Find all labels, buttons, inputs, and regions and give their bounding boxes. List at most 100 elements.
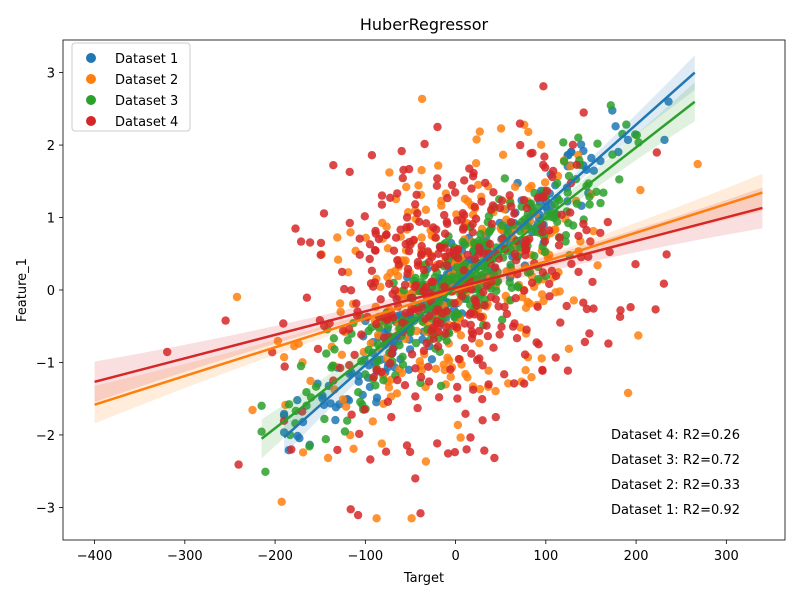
point-dataset-3	[379, 376, 388, 385]
x-tick-label: 200	[624, 549, 649, 564]
point-dataset-4	[413, 403, 422, 413]
point-dataset-2	[306, 376, 315, 386]
point-dataset-1	[611, 122, 620, 131]
point-dataset-4	[443, 193, 452, 203]
point-dataset-4	[511, 294, 520, 303]
point-dataset-3	[615, 175, 624, 184]
point-dataset-2	[333, 233, 342, 242]
point-dataset-4	[510, 319, 519, 328]
point-dataset-4	[385, 279, 394, 288]
point-dataset-4	[429, 334, 438, 343]
point-dataset-4	[424, 362, 433, 371]
point-dataset-2	[414, 181, 423, 190]
y-tick-label: 3	[47, 67, 55, 82]
point-dataset-2	[475, 384, 485, 394]
y-tick-label: −2	[36, 429, 55, 444]
point-dataset-4	[603, 217, 612, 227]
point-dataset-2	[569, 296, 578, 305]
point-dataset-2	[525, 299, 534, 308]
point-dataset-4	[425, 311, 434, 321]
point-dataset-4	[371, 246, 380, 255]
point-dataset-3	[454, 310, 463, 319]
point-dataset-4	[336, 363, 345, 373]
point-dataset-4	[484, 380, 493, 389]
point-dataset-2	[475, 127, 484, 136]
point-dataset-2	[443, 353, 452, 362]
point-dataset-2	[346, 228, 355, 237]
y-tick-label: −3	[36, 501, 55, 516]
point-dataset-4	[519, 195, 529, 205]
point-dataset-2	[498, 150, 508, 159]
point-dataset-4	[411, 392, 420, 401]
point-dataset-2	[463, 197, 473, 206]
point-dataset-4	[460, 343, 470, 353]
point-dataset-4	[424, 377, 434, 386]
point-dataset-4	[316, 250, 325, 260]
point-dataset-2	[693, 159, 702, 169]
point-dataset-3	[574, 133, 583, 142]
point-dataset-4	[556, 318, 565, 327]
point-dataset-4	[490, 453, 499, 463]
point-dataset-3	[458, 237, 467, 247]
point-dataset-2	[537, 354, 546, 363]
point-dataset-4	[539, 82, 548, 91]
legend: Dataset 1 Dataset 2 Dataset 3 Dataset 4	[71, 42, 191, 132]
point-dataset-2	[527, 373, 536, 382]
point-dataset-4	[474, 243, 484, 252]
point-dataset-2	[524, 184, 534, 193]
point-dataset-1	[660, 135, 669, 145]
point-dataset-4	[376, 295, 385, 304]
point-dataset-2	[377, 439, 386, 448]
point-dataset-4	[389, 246, 399, 255]
point-dataset-4	[422, 338, 431, 348]
point-dataset-4	[346, 505, 355, 514]
point-dataset-2	[385, 168, 394, 177]
point-dataset-4	[401, 308, 410, 318]
point-dataset-2	[504, 379, 513, 388]
point-dataset-4	[440, 229, 450, 238]
point-dataset-4	[588, 277, 597, 287]
point-dataset-4	[419, 265, 429, 275]
point-dataset-4	[457, 292, 467, 301]
point-dataset-4	[402, 213, 412, 222]
legend-label-dataset-3: Dataset 3	[115, 94, 178, 109]
point-dataset-4	[491, 263, 500, 272]
point-dataset-4	[333, 445, 342, 455]
point-dataset-4	[371, 226, 380, 236]
point-dataset-3	[384, 322, 393, 331]
point-dataset-2	[555, 287, 564, 296]
point-dataset-2	[366, 339, 375, 348]
point-dataset-4	[365, 254, 374, 264]
point-dataset-2	[636, 185, 645, 195]
point-dataset-4	[557, 210, 566, 219]
point-dataset-3	[398, 352, 407, 361]
point-dataset-4	[522, 203, 531, 213]
point-dataset-3	[563, 188, 572, 197]
point-dataset-3	[452, 263, 461, 272]
point-dataset-4	[538, 227, 547, 237]
point-dataset-4	[551, 353, 560, 362]
point-dataset-4	[396, 225, 405, 234]
point-dataset-3	[506, 260, 515, 269]
point-dataset-3	[320, 414, 329, 424]
legend-label-dataset-2: Dataset 2	[115, 73, 178, 88]
point-dataset-4	[355, 429, 364, 439]
point-dataset-4	[465, 310, 474, 319]
point-dataset-4	[520, 286, 529, 295]
point-dataset-4	[567, 259, 576, 269]
point-dataset-4	[337, 267, 347, 277]
point-dataset-4	[450, 448, 460, 457]
point-dataset-3	[507, 283, 516, 292]
x-tick-label: 100	[533, 549, 558, 564]
point-dataset-2	[342, 402, 351, 411]
point-dataset-3	[568, 221, 578, 230]
point-dataset-1	[589, 166, 598, 175]
point-dataset-3	[608, 150, 617, 159]
point-dataset-4	[554, 241, 564, 250]
point-dataset-2	[407, 514, 416, 523]
point-dataset-4	[438, 309, 447, 318]
point-dataset-4	[398, 173, 407, 183]
point-dataset-3	[305, 442, 314, 451]
point-dataset-3	[559, 157, 569, 166]
point-dataset-4	[484, 249, 493, 258]
